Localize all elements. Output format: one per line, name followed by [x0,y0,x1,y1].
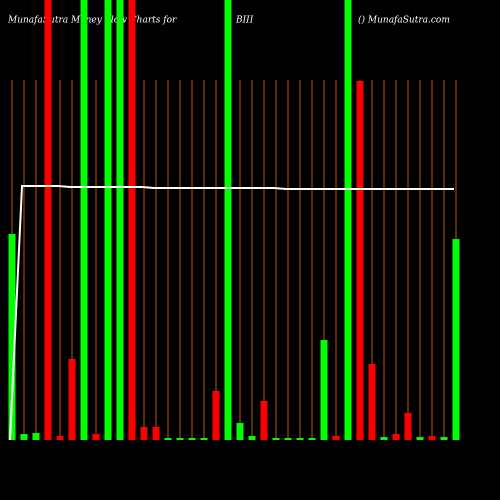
bar [44,0,52,440]
bar [200,438,208,440]
bar [320,340,328,440]
bar [140,427,148,440]
bar [404,413,412,440]
bar [8,234,16,440]
bar [380,437,388,440]
bar [272,438,280,440]
bar [164,438,172,440]
symbol: BIII [235,16,254,26]
bar [260,401,268,440]
bar [344,0,352,440]
bar [20,434,28,440]
bar [80,0,88,440]
chart-title: MunafaSutra Money Flow Charts for [7,16,177,26]
bar [104,0,112,440]
source: () MunafaSutra.com [358,15,450,26]
bar [128,0,136,440]
bar [224,0,232,440]
bar [356,81,364,440]
bar [332,436,340,440]
bar [248,436,256,440]
bar [188,438,196,440]
bar [440,437,448,440]
bar [56,436,64,440]
bar [284,438,292,440]
bar [296,438,304,440]
bar [392,434,400,440]
bar [308,438,316,440]
bar [428,436,436,440]
bar [152,427,160,440]
bar [368,364,376,440]
bar [452,239,460,440]
bar [212,391,220,440]
bar [416,437,424,440]
bar [92,434,100,440]
bar [116,0,124,440]
bar [32,433,40,440]
line [9,185,454,440]
bar [236,423,244,440]
bar [68,359,76,440]
bar [176,438,184,440]
